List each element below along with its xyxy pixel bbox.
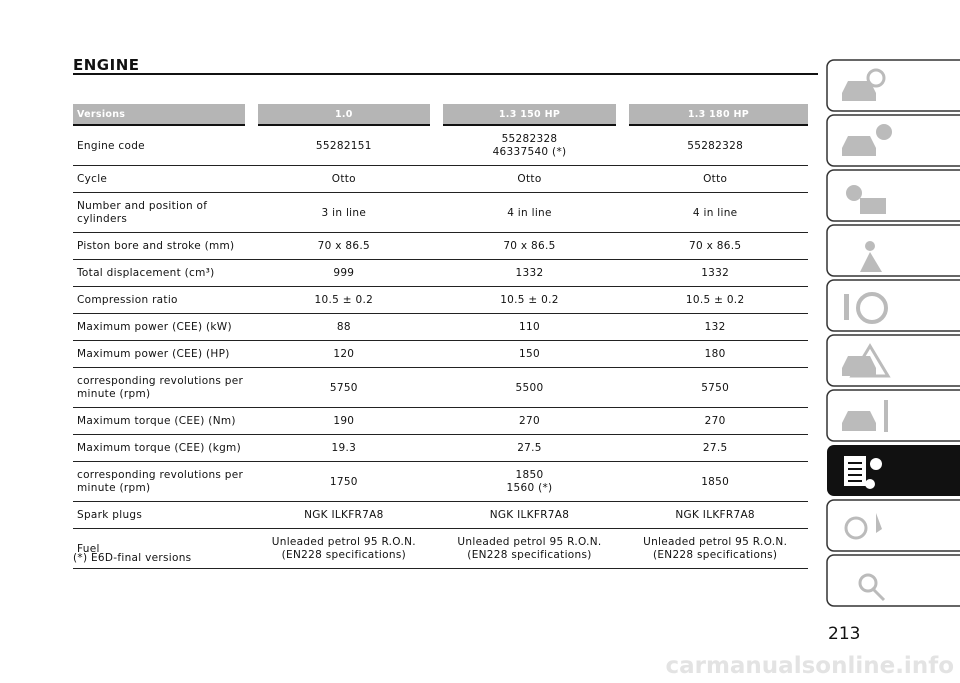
cell: 70 x 86.5 [436,232,623,260]
cell: Otto [622,165,808,193]
cell: NGK ILKFR7A8 [251,501,437,529]
table-row: Engine code 55282151 55282328 46337540 (*)… [73,124,808,166]
cell: 132 [622,313,808,341]
cell: 4 in line [436,192,623,233]
row-label: corresponding revolutions per minute (rp… [73,461,251,502]
cell: 5750 [251,367,437,408]
cell: 270 [622,407,808,435]
cell: Unleaded petrol 95 R.O.N. (EN228 specifi… [251,528,437,569]
cell: 999 [251,259,437,287]
table-row: Compression ratio 10.5 ± 0.2 10.5 ± 0.2 10.… [73,286,808,314]
cell: 27.5 [622,434,808,462]
row-label: corresponding revolutions per minute (rp… [73,367,251,408]
watermark: carmanualsonline.info [665,653,954,679]
cell: 120 [251,340,437,368]
table-row: corresponding revolutions per minute (rp… [73,367,808,408]
table-row: Maximum power (CEE) (kW) 88 110 132 [73,313,808,341]
cell: 10.5 ± 0.2 [436,286,623,314]
row-label: Number and position of cylinders [73,192,251,233]
cell: NGK ILKFR7A8 [622,501,808,529]
cell: 10.5 ± 0.2 [251,286,437,314]
footnote: (*) E6D-final versions [73,552,192,564]
spec-table: Versions 1.0 1.3 150 HP 1.3 180 HP Engine c… [73,104,808,569]
column-header: 1.3 150 HP [430,104,623,125]
page-number: 213 [828,624,861,644]
row-label: Engine code [73,124,251,166]
cell: Otto [251,165,437,193]
column-header: 1.0 [244,104,437,125]
table-row: Maximum torque (CEE) (kgm) 19.3 27.5 27.5 [73,434,808,462]
chapter-tabs [826,59,960,607]
cell: 1750 [251,461,437,502]
cell: 5750 [622,367,808,408]
table-row: Fuel Unleaded petrol 95 R.O.N. (EN228 spe… [73,528,808,569]
row-label: Cycle [73,165,251,193]
row-label: Maximum power (CEE) (HP) [73,340,251,368]
cell: Unleaded petrol 95 R.O.N. (EN228 specifi… [622,528,808,569]
table-row: Number and position of cylinders 3 in lin… [73,192,808,233]
row-label: Fuel [73,528,251,569]
cell: 1850 1560 (*) [436,461,623,502]
row-label: Total displacement (cm³) [73,259,251,287]
row-label: Maximum power (CEE) (kW) [73,313,251,341]
row-label: Maximum torque (CEE) (kgm) [73,434,251,462]
cell: 180 [622,340,808,368]
table-row: Piston bore and stroke (mm) 70 x 86.5 70 x… [73,232,808,260]
table-row: Total displacement (cm³) 999 1332 1332 [73,259,808,287]
cell: 1332 [622,259,808,287]
column-header: Versions [73,104,251,125]
row-label: Maximum torque (CEE) (Nm) [73,407,251,435]
header-row: Versions 1.0 1.3 150 HP 1.3 180 HP [73,104,808,125]
cell: 3 in line [251,192,437,233]
row-label: Spark plugs [73,501,251,529]
row-label: Piston bore and stroke (mm) [73,232,251,260]
cell: 27.5 [436,434,623,462]
cell: 1850 [622,461,808,502]
table-row: Maximum torque (CEE) (Nm) 190 270 270 [73,407,808,435]
cell: 1332 [436,259,623,287]
title-rule [73,73,818,75]
section-title: ENGINE [73,56,140,74]
table-row: Maximum power (CEE) (HP) 120 150 180 [73,340,808,368]
cell: NGK ILKFR7A8 [436,501,623,529]
cell: 5500 [436,367,623,408]
table-row: Cycle Otto Otto Otto [73,165,808,193]
cell: 270 [436,407,623,435]
row-label: Compression ratio [73,286,251,314]
cell: 70 x 86.5 [622,232,808,260]
cell: 70 x 86.5 [251,232,437,260]
cell: 4 in line [622,192,808,233]
table-row: corresponding revolutions per minute (rp… [73,461,808,502]
cell: 150 [436,340,623,368]
table-row: Spark plugs NGK ILKFR7A8 NGK ILKFR7A8 NGK I… [73,501,808,529]
cell: 88 [251,313,437,341]
column-header: 1.3 180 HP [615,104,808,125]
cell: Unleaded petrol 95 R.O.N. (EN228 specifi… [436,528,623,569]
cell: 190 [251,407,437,435]
cell: Otto [436,165,623,193]
cell: 55282328 46337540 (*) [436,124,623,166]
cell: 10.5 ± 0.2 [622,286,808,314]
cell: 19.3 [251,434,437,462]
cell: 55282328 [622,124,808,166]
cell: 110 [436,313,623,341]
cell: 55282151 [251,124,437,166]
